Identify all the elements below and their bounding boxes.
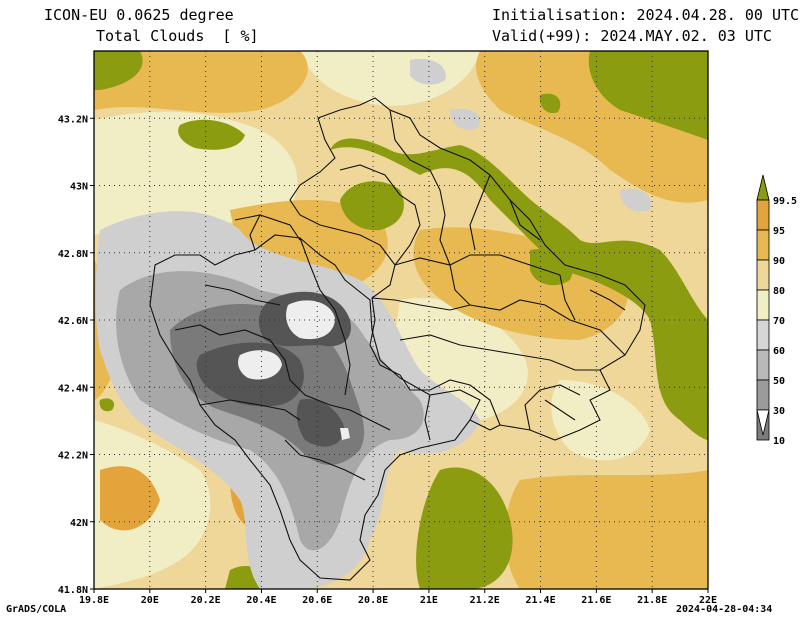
lon-tick-label: 21.8E	[637, 595, 667, 606]
colorbar-bottom-arrow	[756, 409, 770, 436]
timestamp-label: 2024-04-28-04:34	[676, 604, 773, 615]
colorbar-label: 30	[773, 406, 785, 417]
lon-tick-label: 22E	[699, 595, 717, 606]
lon-tick-label: 20.8E	[358, 595, 388, 606]
colorbar-segment	[756, 379, 770, 411]
lon-tick-label: 21.4E	[525, 595, 555, 606]
colorbar-segment	[756, 229, 770, 261]
lon-tick-label: 20.4E	[246, 595, 276, 606]
colorbar-label: 70	[773, 316, 785, 327]
lon-tick-label: 20E	[141, 595, 159, 606]
colorbar-label: 90	[773, 256, 785, 267]
lon-tick-label: 20.6E	[302, 595, 332, 606]
lat-tick-label: 42.6N	[58, 316, 88, 327]
colorbar-segment	[756, 199, 770, 231]
lat-tick-label: 43.2N	[58, 114, 88, 125]
lat-tick-label: 42.4N	[58, 383, 88, 394]
model-title: ICON-EU 0.0625 degree	[44, 6, 234, 24]
lon-tick-label: 19.8E	[79, 595, 109, 606]
lat-tick-label: 42N	[70, 518, 88, 529]
colorbar-label: 99.5	[773, 196, 797, 207]
variable-title: Total Clouds [ %]	[96, 27, 259, 45]
lat-tick-label: 42.8N	[58, 249, 88, 260]
lat-tick-label: 43N	[70, 182, 88, 193]
lon-tick-label: 21.2E	[470, 595, 500, 606]
axes: 19.8E 20E 20.2E 20.4E 20.6E 20.8E 21E 21.2E 21.4…	[58, 114, 717, 606]
colorbar-label: 10	[773, 436, 785, 447]
colorbar-label: 95	[773, 226, 785, 237]
region-boundaries	[149, 97, 646, 581]
credit-label: GrADS/COLA	[6, 604, 67, 615]
lon-tick-label: 20.2E	[191, 595, 221, 606]
colorbar-segment	[756, 259, 770, 291]
lon-tick-label: 21.6E	[581, 595, 611, 606]
cloud-field	[94, 51, 708, 589]
colorbar-label: 80	[773, 286, 785, 297]
colorbar-segment	[756, 349, 770, 381]
colorbar-top-arrow	[756, 174, 770, 201]
lat-tick-label: 41.8N	[58, 585, 88, 596]
lon-tick-label: 21E	[420, 595, 438, 606]
colorbar-segment	[756, 319, 770, 351]
colorbar-segment	[756, 289, 770, 321]
colorbar-legend: 99.5 95 90 80 70 60 50 30 10	[756, 174, 797, 447]
lat-tick-label: 42.2N	[58, 451, 88, 462]
colorbar-label: 50	[773, 376, 785, 387]
valid-time: Valid(+99): 2024.MAY.02. 03 UTC	[492, 27, 772, 45]
colorbar-label: 60	[773, 346, 785, 357]
initialisation-time: Initialisation: 2024.04.28. 00 UTC	[492, 6, 800, 24]
